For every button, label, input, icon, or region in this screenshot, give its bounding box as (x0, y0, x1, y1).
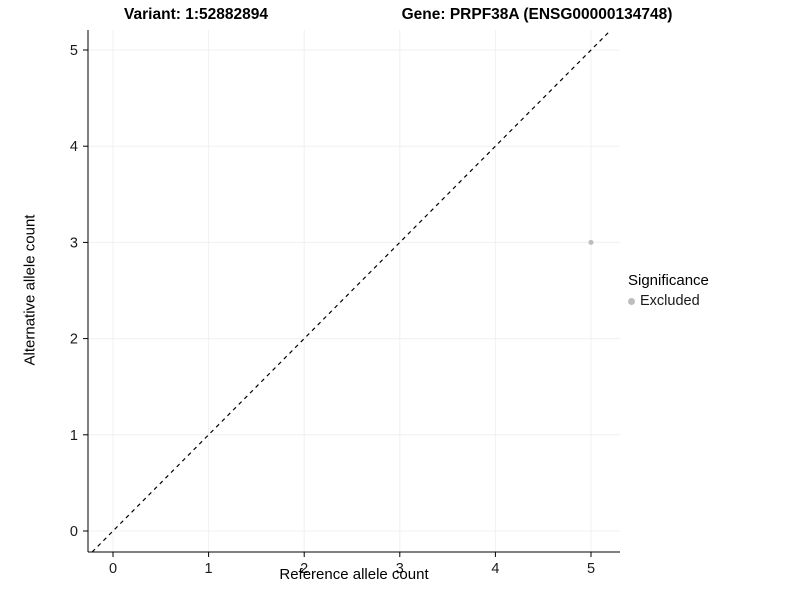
y-tick-label: 4 (70, 139, 78, 155)
y-tick-label: 5 (70, 43, 78, 59)
gene-title: Gene: PRPF38A (ENSG00000134748) (401, 6, 673, 23)
y-tick-label: 2 (70, 332, 78, 348)
x-tick-label: 4 (491, 561, 499, 577)
x-tick-label: 5 (587, 561, 595, 577)
x-tick-label: 1 (205, 561, 213, 577)
legend-item-label: Excluded (640, 293, 700, 309)
legend-item-excluded: Excluded (628, 293, 709, 309)
x-tick-label: 0 (109, 561, 117, 577)
x-tick-label: 3 (396, 561, 404, 577)
y-tick-label: 1 (70, 428, 78, 444)
legend-point-icon (628, 297, 635, 305)
legend: Significance Excluded (628, 272, 709, 309)
x-axis-label: Reference allele count (279, 566, 429, 583)
y-tick-label: 3 (70, 235, 78, 251)
x-tick-label: 2 (300, 561, 308, 577)
legend-title: Significance (628, 272, 709, 289)
y-tick-label: 0 (70, 524, 78, 540)
data-point (588, 239, 594, 245)
y-axis-label: Alternative allele count (21, 214, 39, 366)
variant-title: Variant: 1:52882894 (124, 6, 268, 23)
identity-reference-line (91, 29, 612, 553)
